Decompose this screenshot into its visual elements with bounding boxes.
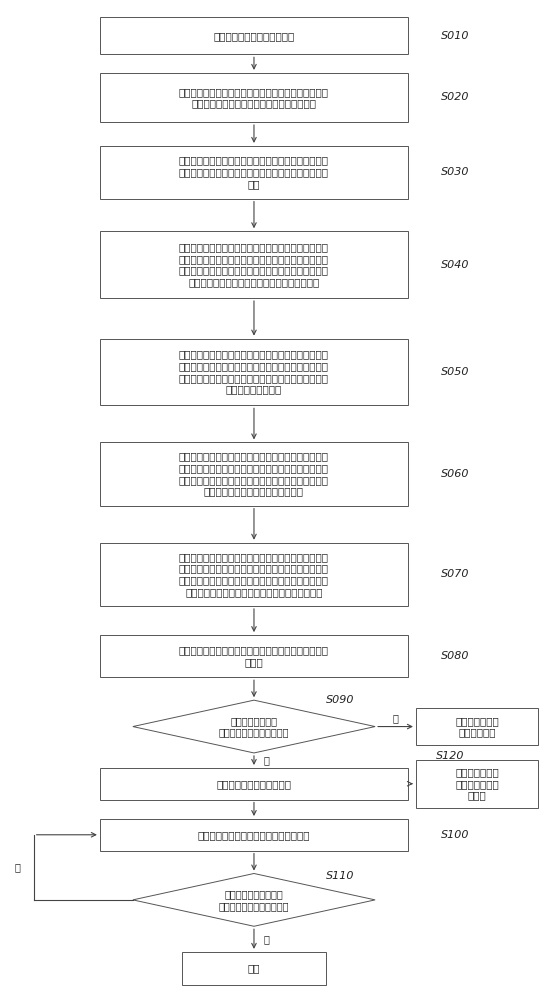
Text: 结束: 结束 [248, 964, 260, 974]
Text: 对选定的锂离子电池单体进行单体内短路触发热失控实
验，获得选定的所述锂离子动力电池单体的热失控边界
时间: 对选定的锂离子电池单体进行单体内短路触发热失控实 验，获得选定的所述锂离子动力电… [179, 156, 329, 189]
Text: S070: S070 [441, 569, 470, 579]
Text: 根据电池模组的各个所述锂离子动力电池的工作参数中
的单体电压获得所述电池模组中多个锂离子动力电池的
单体电压平均值和单体电压最小值，根据单体电压平均
值和单体电: 根据电池模组的各个所述锂离子动力电池的工作参数中 的单体电压获得所述电池模组中多… [179, 452, 329, 496]
FancyBboxPatch shape [100, 146, 408, 199]
Text: S050: S050 [441, 367, 470, 377]
FancyBboxPatch shape [100, 819, 408, 851]
FancyBboxPatch shape [100, 339, 408, 405]
Text: 将多个选定的锂离子动力电池单体形成电池模组，并将
电池模组的其中一个锂离子动力电池单体作为内短路实
验单体，在内短路实验单体的内短路实验时间内，获取
电池模组的: 将多个选定的锂离子动力电池单体形成电池模组，并将 电池模组的其中一个锂离子动力电… [179, 242, 329, 287]
FancyBboxPatch shape [416, 760, 538, 808]
FancyBboxPatch shape [100, 768, 408, 800]
Text: S080: S080 [441, 651, 470, 661]
Text: 根据第一故障位、第二故障位和第三故障位计算获得总
故障位: 根据第一故障位、第二故障位和第三故障位计算获得总 故障位 [179, 645, 329, 667]
Text: S020: S020 [441, 92, 470, 102]
Text: S010: S010 [441, 31, 470, 41]
Text: 选定一款锂离子动力电池单体: 选定一款锂离子动力电池单体 [214, 31, 295, 41]
FancyBboxPatch shape [100, 543, 408, 606]
Text: 内短路实验单体
未发生内短路: 内短路实验单体 未发生内短路 [455, 716, 499, 737]
Text: 获取内短路实验单体检测的实际检测时间: 获取内短路实验单体检测的实际检测时间 [198, 830, 310, 840]
FancyBboxPatch shape [100, 635, 408, 677]
FancyBboxPatch shape [182, 952, 326, 985]
Polygon shape [133, 873, 375, 926]
Text: 否: 否 [392, 713, 399, 723]
Text: 否: 否 [264, 934, 270, 944]
Text: 判断总故障位是否
大于或等于预设故障位阈值: 判断总故障位是否 大于或等于预设故障位阈值 [219, 716, 289, 737]
Text: 是: 是 [14, 862, 20, 872]
Text: 判断内短路实验
单体的内短路严
重程度: 判断内短路实验 单体的内短路严 重程度 [455, 767, 499, 800]
Text: S030: S030 [441, 167, 470, 177]
FancyBboxPatch shape [416, 708, 538, 745]
Text: 是: 是 [264, 755, 270, 765]
Text: S090: S090 [326, 695, 354, 705]
FancyBboxPatch shape [100, 442, 408, 506]
Text: 判断实际检测时间是否
大于或等于热失控边界时间: 判断实际检测时间是否 大于或等于热失控边界时间 [219, 889, 289, 911]
Text: S040: S040 [441, 260, 470, 270]
FancyBboxPatch shape [100, 17, 408, 54]
Text: 内短路实验单体发生内短路: 内短路实验单体发生内短路 [216, 779, 291, 789]
Text: S120: S120 [436, 751, 464, 761]
Text: S110: S110 [326, 871, 354, 881]
Text: S060: S060 [441, 469, 470, 479]
Text: S100: S100 [441, 830, 470, 840]
Text: 根据电池模组内所有锂离子动力电池单体的工作参数和
查表函数计算获得平均荷电状态估计值以及最低荷电状
态估计值，根据平均荷电状态估计值与最低荷电状态估
计值获得第: 根据电池模组内所有锂离子动力电池单体的工作参数和 查表函数计算获得平均荷电状态估… [179, 350, 329, 394]
Polygon shape [133, 700, 375, 753]
FancyBboxPatch shape [100, 231, 408, 298]
Text: 根据所述电池模组的各个所述锂离子动力电池的工作参
数中的单体温度获得所述电池模组中多个锂离子动力电
池的单体温度最大值和电池温度平均值，根据所述单体
温度最大值: 根据所述电池模组的各个所述锂离子动力电池的工作参 数中的单体温度获得所述电池模组… [179, 552, 329, 597]
FancyBboxPatch shape [100, 73, 408, 122]
Text: 对选定的锂离子动力电池单体进行性能测试，获得电池
性能参数，并根据电池性能参数建立查表函数: 对选定的锂离子动力电池单体进行性能测试，获得电池 性能参数，并根据电池性能参数建… [179, 87, 329, 108]
